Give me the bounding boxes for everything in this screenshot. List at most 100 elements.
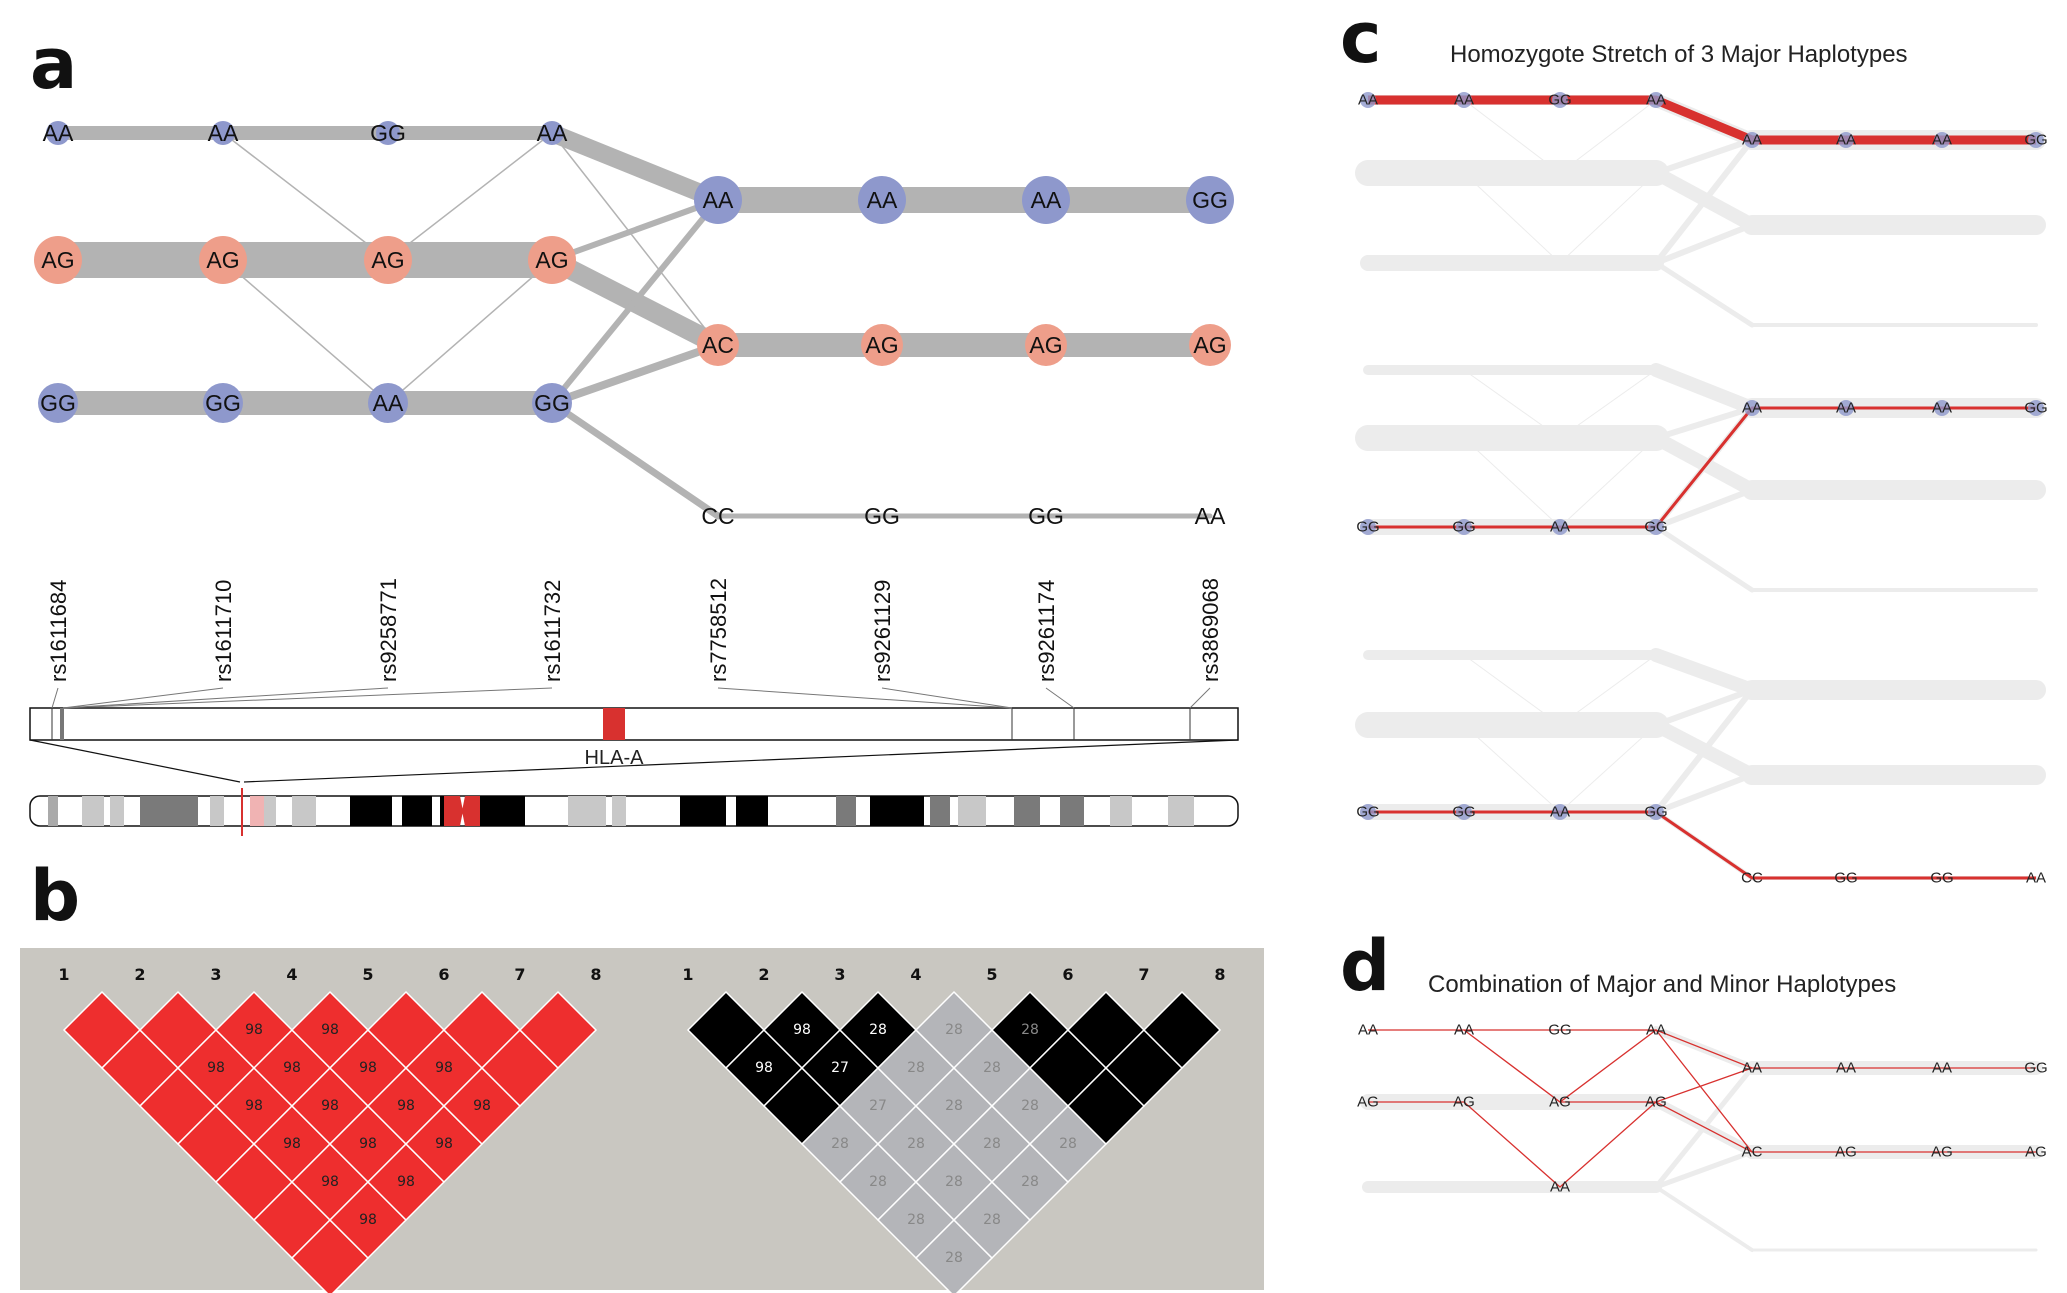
faded-edge — [1463, 172, 1561, 264]
genotype-label: AA — [1550, 1179, 1570, 1196]
genotype-node — [532, 383, 572, 423]
ld-marker-index: 2 — [134, 965, 145, 984]
chromosome-band — [292, 796, 316, 826]
snp-label: rs9261129 — [870, 580, 895, 682]
snp-label: rs9261174 — [1034, 580, 1059, 682]
ld-value: 28 — [907, 1212, 925, 1228]
genotype-node — [1360, 519, 1376, 535]
chromosome-band — [836, 796, 856, 826]
faded-edge — [1463, 369, 1561, 439]
genotype-node — [1552, 92, 1568, 108]
faded-edge — [1653, 772, 1755, 815]
ld-marker-index: 7 — [514, 965, 525, 984]
genotype-label: GG — [1356, 519, 1379, 536]
genotype-node — [1744, 132, 1760, 148]
genotype-label: AA — [1742, 132, 1762, 149]
genotype-node — [1025, 324, 1067, 366]
genotype-node — [1744, 400, 1760, 416]
genotype-node — [858, 176, 906, 224]
ld-value: 98 — [283, 1136, 301, 1152]
haplotype-path — [1560, 1067, 1753, 1103]
snp-position-tick — [60, 708, 64, 740]
ld-value: 28 — [983, 1212, 1001, 1228]
genotype-node — [199, 236, 247, 284]
ld-marker-index: 4 — [286, 965, 297, 984]
ld-value: 28 — [1059, 1136, 1077, 1152]
ld-value: 28 — [1021, 1098, 1039, 1114]
genotype-node — [697, 324, 739, 366]
snp-connector — [51, 687, 59, 709]
genotype-label: GG — [1356, 804, 1379, 821]
genotype-node — [368, 383, 408, 423]
cross-edge — [387, 259, 553, 404]
faded-edge — [1463, 654, 1561, 726]
ld-marker-index: 1 — [682, 965, 693, 984]
ld-value: 98 — [397, 1174, 415, 1190]
ld-value: 28 — [945, 1250, 963, 1266]
genotype-label: GG — [2024, 132, 2047, 149]
faded-edge — [1654, 1185, 1754, 1252]
region-highlight — [250, 796, 264, 826]
ld-value: 98 — [793, 1022, 811, 1038]
faded-edge — [1559, 172, 1657, 264]
genotype-node — [1648, 92, 1664, 108]
ld-value: 28 — [945, 1022, 963, 1038]
genotype-node — [1456, 804, 1472, 820]
panel-b-letter: b — [30, 855, 80, 937]
chromosome-band — [402, 796, 432, 826]
genotype-label: CC — [1741, 870, 1763, 887]
genotype-label: AA — [1550, 804, 1570, 821]
genotype-node — [528, 236, 576, 284]
genotype-label: AA — [703, 187, 734, 213]
genotype-label: AA — [1836, 400, 1856, 417]
genotype-node — [1648, 804, 1664, 820]
ld-value: 98 — [245, 1098, 263, 1114]
genotype-node — [1838, 132, 1854, 148]
ld-value: 98 — [359, 1060, 377, 1076]
faded-edge — [1653, 137, 1755, 266]
genotype-node — [203, 383, 243, 423]
ld-cell — [1142, 990, 1222, 1070]
ld-value: 28 — [983, 1060, 1001, 1076]
genotype-node — [1456, 519, 1472, 535]
ld-marker-index: 3 — [210, 965, 221, 984]
chromosome-band — [48, 796, 58, 826]
hla-a-gene-block — [603, 708, 625, 740]
genotype-label: AA — [1932, 132, 1952, 149]
genotype-label: CC — [701, 503, 734, 529]
genotype-node — [861, 324, 903, 366]
ld-value: 98 — [473, 1098, 491, 1114]
genotype-label: GG — [1452, 519, 1475, 536]
stretch-set: AA AA GG AA AA AA AA GG — [1355, 92, 2048, 328]
genotype-node — [1456, 92, 1472, 108]
snp-label: rs3869068 — [1198, 578, 1223, 682]
ld-value: 28 — [907, 1060, 925, 1076]
fan-edge — [548, 341, 722, 407]
genotype-label: AA — [373, 390, 404, 416]
genotype-node — [1838, 400, 1854, 416]
genotype-label: GG — [1028, 503, 1064, 529]
genotype-label: AA — [1358, 1022, 1378, 1039]
haplotype-path — [1368, 1029, 2036, 1069]
genotype-label: AA — [43, 120, 74, 146]
genotype-label: GG — [534, 390, 570, 416]
genotype-label: AA — [1742, 400, 1762, 417]
genotype-label: AG — [865, 332, 898, 358]
gene-region-bar — [29, 707, 1239, 741]
genotype-label: AA — [1358, 92, 1378, 109]
genotype-label: AG — [535, 247, 568, 273]
ld-marker-index: 8 — [590, 965, 601, 984]
ld-value: 98 — [359, 1136, 377, 1152]
genotype-label: AA — [1646, 92, 1666, 109]
genotype-label: AA — [537, 120, 568, 146]
genotype-label: AG — [1931, 1144, 1953, 1161]
ld-marker-index: 6 — [1062, 965, 1073, 984]
snp-connector — [62, 687, 224, 709]
genotype-label: AA — [1454, 1022, 1474, 1039]
genotype-node — [1934, 132, 1950, 148]
panel-a-letter: a — [30, 23, 77, 105]
panel-a-haplotype-network: AA AA GG AA AG AG AG AG GG GG AA GG AA AA AA GG AC AG AG AG… — [34, 120, 1234, 529]
snp-label: rs1611710 — [211, 580, 236, 682]
